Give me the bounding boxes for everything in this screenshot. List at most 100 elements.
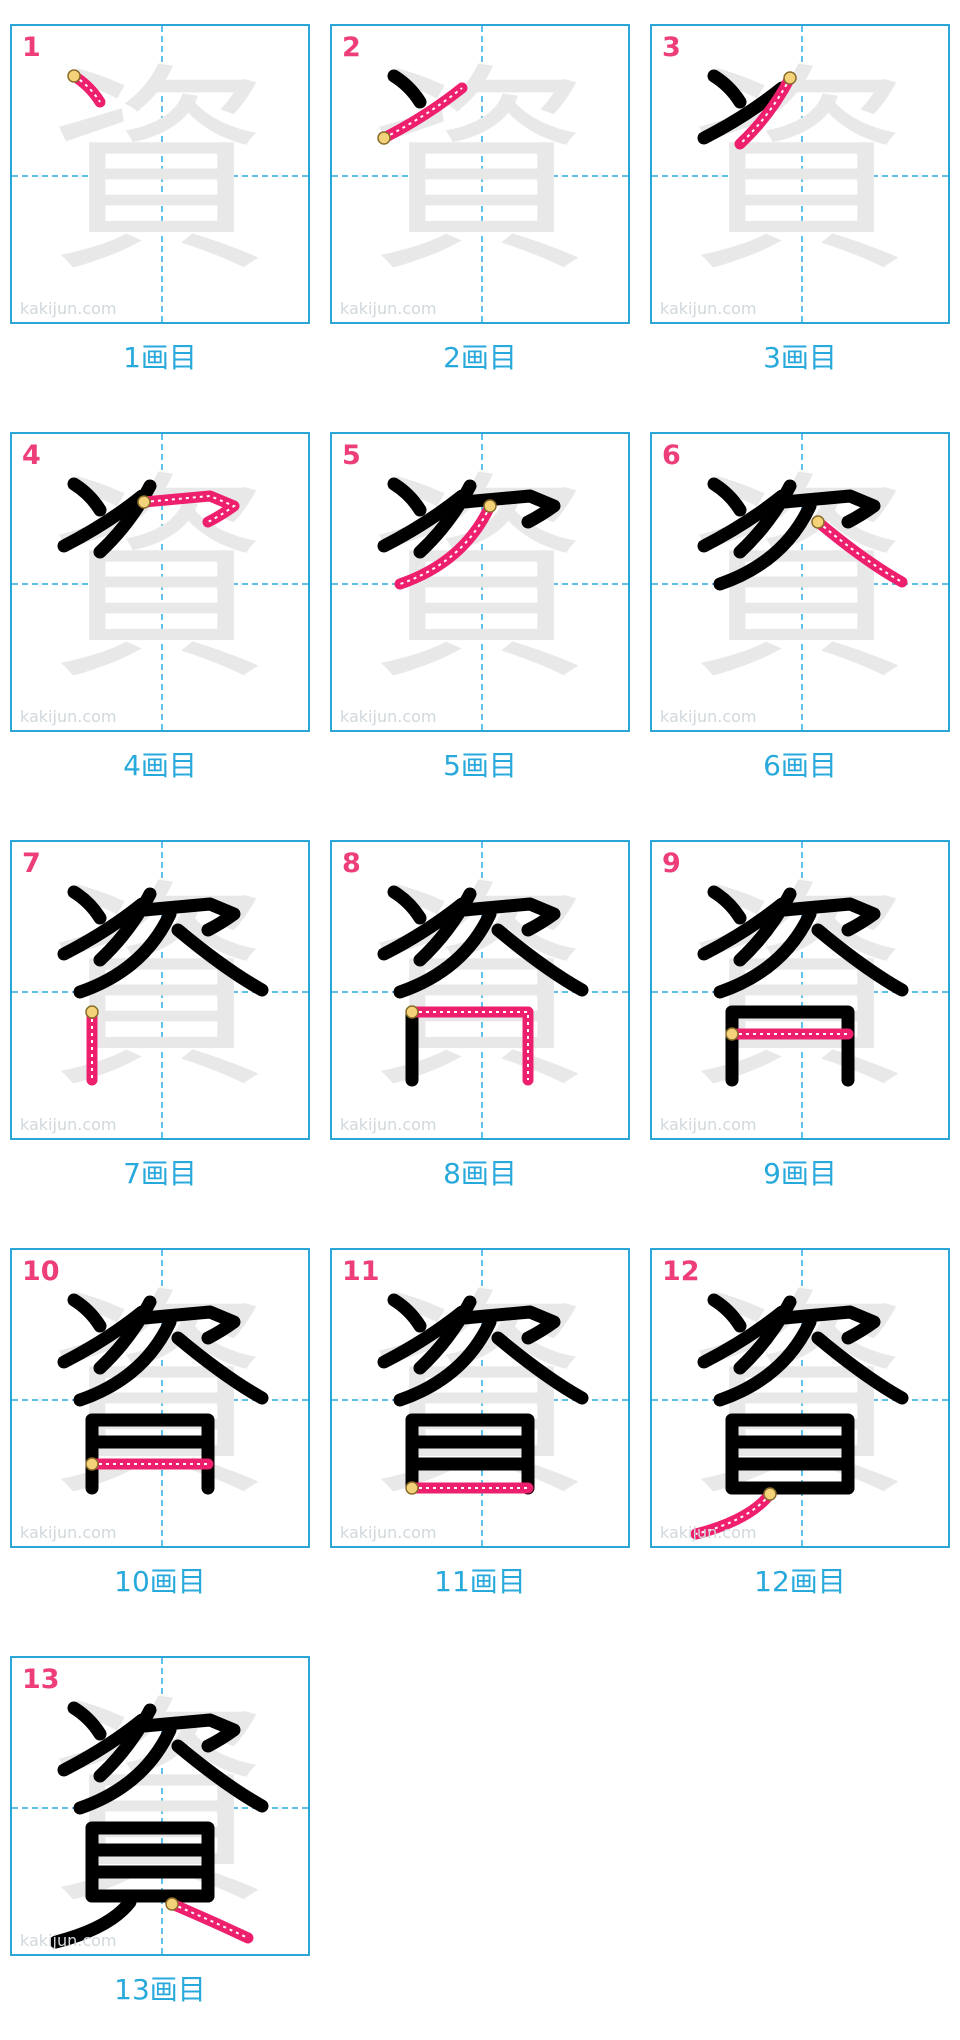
- vertical-guide-line: [481, 434, 483, 730]
- stroke-number: 3: [662, 32, 681, 63]
- stroke-drawing: [49, 1701, 269, 1949]
- horizontal-guide-line: [652, 583, 948, 585]
- stroke-caption: 1画目: [123, 341, 197, 374]
- horizontal-guide-line: [652, 991, 948, 993]
- completed-stroke: [171, 1739, 269, 1813]
- completed-stroke: [733, 1295, 797, 1375]
- practice-box: 資 1 kakijun.com: [10, 24, 310, 324]
- vertical-guide-line: [161, 26, 163, 322]
- stroke-step-cell: 資 2 kakijun.com 2画目: [330, 24, 630, 374]
- stroke-step-cell: 資 3 kakijun.com 3画目: [650, 24, 950, 374]
- stroke-step-cell: 資 12 kakijun.com 12画目: [650, 1248, 950, 1598]
- current-stroke: [406, 1006, 534, 1086]
- stroke-number: 11: [342, 1256, 380, 1287]
- completed-stroke: [491, 1331, 589, 1405]
- completed-stroke: [457, 489, 561, 529]
- stroke-step-cell: 資 10 kakijun.com 10画目: [10, 1248, 310, 1598]
- stroke-drawing: [697, 885, 909, 1087]
- horizontal-guide-line: [332, 583, 628, 585]
- practice-box: 資 6 kakijun.com: [650, 432, 950, 732]
- completed-stroke: [713, 907, 817, 999]
- horizontal-guide-line: [332, 991, 628, 993]
- completed-stroke: [811, 1331, 909, 1405]
- completed-stroke: [85, 1413, 215, 1495]
- stroke-drawing: [67, 69, 106, 108]
- vertical-guide-line: [801, 434, 803, 730]
- horizontal-guide-line: [652, 175, 948, 177]
- completed-stroke: [67, 1701, 107, 1741]
- stroke-drawing: [377, 69, 468, 145]
- stroke-caption: 4画目: [123, 749, 197, 782]
- stroke-number: 2: [342, 32, 361, 63]
- completed-stroke: [707, 477, 747, 517]
- practice-box: 資 13 kakijun.com: [10, 1656, 310, 1956]
- completed-stroke: [73, 1315, 177, 1407]
- watermark: kakijun.com: [340, 707, 437, 726]
- completed-stroke: [725, 1413, 855, 1495]
- completed-stroke: [93, 887, 157, 967]
- practice-box: 資 11 kakijun.com: [330, 1248, 630, 1548]
- completed-stroke: [171, 923, 269, 997]
- stroke-caption: 7画目: [123, 1157, 197, 1190]
- stroke-drawing: [697, 477, 908, 591]
- stroke-direction-dots: [739, 77, 791, 145]
- horizontal-guide-line: [12, 991, 308, 993]
- practice-box: 資 8 kakijun.com: [330, 840, 630, 1140]
- practice-box: 資 10 kakijun.com: [10, 1248, 310, 1548]
- stroke-caption: 11画目: [434, 1565, 526, 1598]
- watermark: kakijun.com: [340, 1115, 437, 1134]
- completed-stroke: [387, 69, 427, 109]
- completed-stroke: [405, 1413, 535, 1495]
- stroke-direction-dots: [817, 521, 903, 583]
- stroke-start-marker: [85, 1457, 99, 1471]
- stroke-number: 9: [662, 848, 681, 879]
- stroke-start-marker: [85, 1005, 99, 1019]
- watermark: kakijun.com: [660, 1523, 757, 1542]
- vertical-guide-line: [481, 1250, 483, 1546]
- completed-stroke: [707, 885, 747, 925]
- watermark: kakijun.com: [660, 1115, 757, 1134]
- completed-stroke: [811, 923, 909, 997]
- stroke-drawing: [377, 885, 589, 1087]
- stroke-direction-dots: [399, 505, 491, 585]
- stroke-caption: 8画目: [443, 1157, 517, 1190]
- watermark: kakijun.com: [660, 299, 757, 318]
- stroke-step-cell: 資 4 kakijun.com 4画目: [10, 432, 310, 782]
- stroke-step-cell: 資 13 kakijun.com 13画目: [10, 1656, 310, 2006]
- stroke-drawing: [377, 1293, 589, 1495]
- stroke-number: 5: [342, 440, 361, 471]
- completed-stroke: [93, 1703, 157, 1783]
- stroke-start-marker: [763, 1487, 777, 1501]
- practice-box: 資 12 kakijun.com: [650, 1248, 950, 1548]
- completed-stroke: [171, 1331, 269, 1405]
- stroke-caption: 3画目: [763, 341, 837, 374]
- horizontal-guide-line: [12, 1399, 308, 1401]
- stroke-caption: 5画目: [443, 749, 517, 782]
- completed-stroke: [387, 1293, 427, 1333]
- stroke-start-marker: [483, 499, 497, 513]
- stroke-direction-dots: [412, 1011, 529, 1080]
- completed-stroke: [413, 1295, 477, 1375]
- stroke-start-marker: [405, 1005, 419, 1019]
- completed-stroke: [733, 887, 797, 967]
- stroke-number: 8: [342, 848, 361, 879]
- completed-stroke: [413, 887, 477, 967]
- practice-box: 資 9 kakijun.com: [650, 840, 950, 1140]
- watermark: kakijun.com: [340, 1523, 437, 1542]
- ghost-character: 資: [49, 45, 271, 303]
- stroke-number: 6: [662, 440, 681, 471]
- completed-stroke: [387, 885, 427, 925]
- stroke-start-marker: [811, 515, 825, 529]
- completed-stroke: [457, 897, 561, 937]
- completed-stroke: [777, 897, 881, 937]
- completed-stroke: [725, 1005, 855, 1087]
- stroke-step-cell: 資 11 kakijun.com 11画目: [330, 1248, 630, 1598]
- completed-stroke: [67, 885, 107, 925]
- completed-stroke: [457, 1305, 561, 1345]
- stroke-start-marker: [67, 69, 81, 83]
- completed-stroke: [67, 477, 107, 517]
- stroke-caption: 12画目: [754, 1565, 846, 1598]
- stroke-start-marker: [377, 131, 391, 145]
- stroke-drawing: [377, 477, 561, 590]
- stroke-start-marker: [725, 1027, 739, 1041]
